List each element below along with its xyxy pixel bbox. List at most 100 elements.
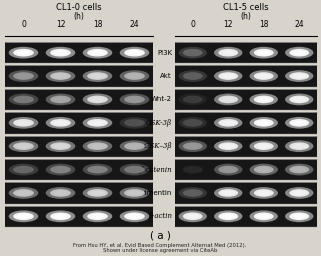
Ellipse shape [46, 210, 75, 222]
Ellipse shape [254, 72, 274, 80]
Ellipse shape [124, 96, 145, 103]
Ellipse shape [54, 74, 67, 78]
Ellipse shape [46, 164, 75, 175]
Ellipse shape [222, 144, 235, 148]
Ellipse shape [46, 93, 75, 105]
Ellipse shape [124, 212, 145, 220]
Ellipse shape [289, 96, 309, 103]
Ellipse shape [178, 140, 207, 152]
Ellipse shape [83, 140, 112, 152]
Ellipse shape [9, 210, 38, 222]
Ellipse shape [218, 166, 238, 173]
Ellipse shape [124, 142, 145, 150]
Ellipse shape [9, 93, 38, 105]
Ellipse shape [285, 47, 313, 59]
Bar [175, 42, 317, 63]
Ellipse shape [13, 189, 34, 197]
Ellipse shape [249, 140, 278, 152]
Ellipse shape [50, 142, 71, 150]
Text: ( a ): ( a ) [150, 231, 170, 241]
Ellipse shape [293, 97, 306, 102]
Ellipse shape [46, 47, 75, 59]
Ellipse shape [46, 140, 75, 152]
Ellipse shape [293, 167, 306, 172]
Ellipse shape [91, 214, 104, 219]
Bar [175, 159, 317, 180]
Ellipse shape [285, 93, 313, 105]
Ellipse shape [17, 50, 30, 55]
Ellipse shape [54, 121, 67, 125]
Ellipse shape [214, 210, 242, 222]
Ellipse shape [50, 96, 71, 103]
Ellipse shape [289, 119, 309, 127]
Ellipse shape [128, 74, 141, 78]
Ellipse shape [91, 190, 104, 195]
Ellipse shape [87, 72, 108, 80]
Ellipse shape [289, 212, 309, 220]
Ellipse shape [254, 189, 274, 197]
Ellipse shape [183, 49, 203, 57]
Ellipse shape [249, 210, 278, 222]
Ellipse shape [218, 142, 238, 150]
Ellipse shape [178, 93, 207, 105]
Ellipse shape [91, 121, 104, 125]
Ellipse shape [87, 166, 108, 173]
Ellipse shape [128, 190, 141, 195]
Ellipse shape [91, 50, 104, 55]
Ellipse shape [128, 97, 141, 102]
Ellipse shape [285, 70, 313, 82]
Text: Wnt-2: Wnt-2 [151, 97, 172, 102]
Ellipse shape [120, 140, 149, 152]
Ellipse shape [13, 119, 34, 127]
Bar [5, 42, 153, 63]
Ellipse shape [50, 212, 71, 220]
Ellipse shape [218, 96, 238, 103]
Ellipse shape [254, 142, 274, 150]
Ellipse shape [293, 74, 306, 78]
Text: 18: 18 [93, 20, 102, 29]
Ellipse shape [293, 144, 306, 148]
Ellipse shape [120, 187, 149, 199]
Ellipse shape [17, 144, 30, 148]
Bar [5, 65, 153, 87]
Ellipse shape [13, 166, 34, 173]
Ellipse shape [183, 119, 203, 127]
Ellipse shape [83, 93, 112, 105]
Ellipse shape [249, 164, 278, 175]
Ellipse shape [13, 96, 34, 103]
Bar [5, 135, 153, 157]
Text: 0: 0 [21, 20, 26, 29]
Ellipse shape [214, 164, 242, 175]
Ellipse shape [9, 117, 38, 129]
Bar [5, 206, 153, 227]
Ellipse shape [293, 190, 306, 195]
Ellipse shape [46, 70, 75, 82]
Bar [175, 65, 317, 87]
Ellipse shape [249, 70, 278, 82]
Ellipse shape [124, 166, 145, 173]
Ellipse shape [289, 142, 309, 150]
Ellipse shape [257, 50, 270, 55]
Ellipse shape [257, 144, 270, 148]
Ellipse shape [222, 190, 235, 195]
Ellipse shape [214, 140, 242, 152]
Ellipse shape [178, 187, 207, 199]
Ellipse shape [178, 47, 207, 59]
Ellipse shape [214, 93, 242, 105]
Bar [175, 135, 317, 157]
Ellipse shape [257, 190, 270, 195]
Ellipse shape [87, 189, 108, 197]
Ellipse shape [83, 164, 112, 175]
Ellipse shape [9, 47, 38, 59]
Ellipse shape [293, 121, 306, 125]
Ellipse shape [54, 144, 67, 148]
Ellipse shape [285, 164, 313, 175]
Bar [175, 206, 317, 227]
Ellipse shape [54, 190, 67, 195]
Ellipse shape [222, 121, 235, 125]
Ellipse shape [17, 190, 30, 195]
Ellipse shape [87, 49, 108, 57]
Ellipse shape [54, 50, 67, 55]
Ellipse shape [124, 189, 145, 197]
Ellipse shape [46, 117, 75, 129]
